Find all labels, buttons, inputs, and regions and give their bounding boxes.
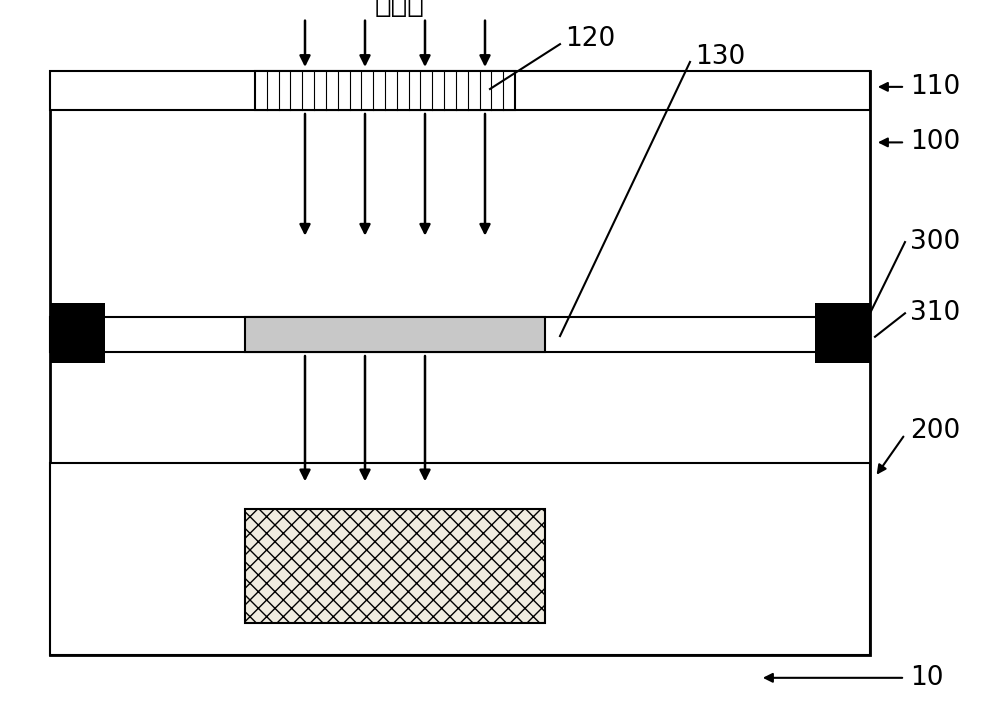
Bar	[255, 71, 515, 110]
Bar	[245, 509, 545, 623]
Text: 110: 110	[910, 74, 960, 100]
Bar	[50, 71, 870, 655]
Bar	[245, 509, 545, 623]
Bar	[50, 71, 870, 110]
Bar	[245, 317, 545, 352]
Text: 120: 120	[565, 26, 615, 52]
Bar	[50, 317, 870, 352]
Text: 200: 200	[910, 418, 960, 444]
Text: 10: 10	[910, 665, 944, 691]
Text: 100: 100	[910, 130, 960, 155]
Bar	[815, 303, 870, 363]
Text: 300: 300	[910, 229, 960, 255]
Text: 130: 130	[695, 44, 745, 70]
Text: 入射光: 入射光	[375, 0, 425, 18]
Bar	[50, 463, 870, 655]
Text: 310: 310	[910, 300, 960, 326]
Bar	[50, 303, 105, 363]
